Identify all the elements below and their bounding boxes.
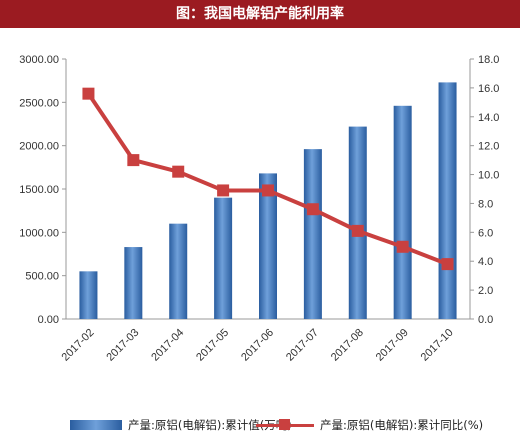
left-tick-label: 1500.00 <box>19 184 59 196</box>
line-point <box>217 184 230 197</box>
line-point <box>82 87 95 100</box>
chart: 0.00 500.00 1000.00 1500.00 2000.00 2500.00 30… <box>19 54 499 364</box>
legend: 产量:原铝(电解铝):累计值(万吨) 产量:原铝(电解铝):累计同比(%) <box>0 410 520 443</box>
left-tick-label: 2500.00 <box>19 97 59 109</box>
left-tick-label: 2000.00 <box>19 141 59 153</box>
chart-title: 图：我国电解铝产能利用率 <box>0 0 520 28</box>
right-tick-label: 2.0 <box>478 285 493 297</box>
x-tick-label: 2017-07 <box>284 327 321 364</box>
line-point <box>172 165 185 178</box>
line-point <box>127 154 140 167</box>
line-point <box>262 184 274 197</box>
right-tick-label: 10.0 <box>478 170 499 182</box>
legend-label-bar: 产量:原铝(电解铝):累计值(万吨) <box>128 418 292 432</box>
legend-line-swatch <box>256 418 314 432</box>
right-tick-label: 18.0 <box>478 54 499 66</box>
right-tick-label: 16.0 <box>478 83 499 95</box>
legend-item-line: 产量:原铝(电解铝):累计同比(%) <box>256 417 483 433</box>
bar <box>438 82 457 320</box>
right-tick-label: 4.0 <box>478 256 493 268</box>
left-tick-label: 1000.00 <box>19 227 59 239</box>
x-tick-label: 2017-04 <box>149 327 186 364</box>
x-tick-label: 2017-09 <box>374 327 411 364</box>
x-tick-label: 2017-02 <box>60 327 97 364</box>
legend-label-line: 产量:原铝(电解铝):累计同比(%) <box>320 418 484 432</box>
line-point <box>441 258 454 271</box>
left-tick-label: 500.00 <box>25 271 59 283</box>
x-tick-label: 2017-10 <box>419 327 456 364</box>
bar <box>348 126 367 319</box>
right-tick-label: 0.0 <box>478 314 493 326</box>
right-tick-label: 12.0 <box>478 141 499 153</box>
legend-bar-swatch <box>70 420 122 430</box>
bar <box>169 223 188 319</box>
right-tick-label: 6.0 <box>478 227 493 239</box>
bar <box>124 247 143 319</box>
bar <box>259 173 277 319</box>
x-tick-label: 2017-03 <box>104 327 141 364</box>
bar <box>214 197 233 319</box>
line-point <box>396 240 409 253</box>
x-tick-label: 2017-06 <box>239 327 276 364</box>
x-tick-label: 2017-08 <box>329 327 366 364</box>
right-tick-label: 8.0 <box>478 198 493 210</box>
left-tick-label: 3000.00 <box>19 54 59 66</box>
bar <box>79 271 98 319</box>
right-tick-label: 14.0 <box>478 112 499 124</box>
line-point <box>351 224 364 237</box>
line-point <box>306 203 319 216</box>
legend-item-bar: 产量:原铝(电解铝):累计值(万吨) <box>70 417 292 433</box>
bar <box>393 105 412 319</box>
left-tick-label: 0.00 <box>38 314 59 326</box>
bar <box>303 149 322 319</box>
x-tick-label: 2017-05 <box>194 327 231 364</box>
